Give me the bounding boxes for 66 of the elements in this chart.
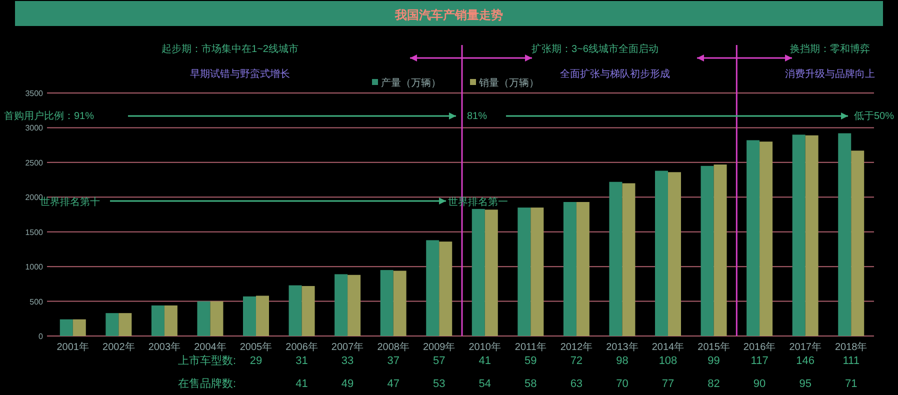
x-tick-label: 2011年 — [514, 341, 546, 353]
x-tick-label: 2017年 — [789, 341, 822, 353]
x-tick-label: 2006年 — [286, 341, 318, 353]
x-tick-label: 2014年 — [652, 341, 684, 353]
text: 早期试错与野蛮式增长 — [190, 68, 290, 80]
text: 29 — [250, 355, 262, 367]
x-tick-label: 2010年 — [468, 341, 502, 353]
text: 上市车型数: — [178, 354, 236, 367]
x-tick-label: 2012年 — [560, 341, 593, 353]
text: 82 — [708, 378, 720, 390]
x-tick-label: 2015年 — [698, 341, 730, 353]
text: 63 — [570, 378, 583, 390]
text: 在售品牌数: — [178, 378, 236, 390]
x-tick-label: 2013年 — [606, 341, 638, 353]
text: 77 — [662, 378, 674, 390]
text: 108 — [658, 355, 678, 367]
text: 37 — [387, 355, 400, 367]
text: 71 — [844, 378, 858, 390]
text: 扩张期：3~6线城市全面启动 — [532, 43, 658, 55]
text: 70 — [616, 378, 628, 390]
text: 换挡期：零和博弈 — [790, 43, 870, 55]
text: 全面扩张与梯队初步形成 — [560, 68, 670, 80]
text: 59 — [524, 355, 537, 367]
y-tick-label: 2500 — [25, 158, 44, 168]
text: 41 — [478, 355, 492, 367]
text: 47 — [387, 378, 400, 390]
text: 146 — [796, 355, 815, 367]
x-tick-label: 2001年 — [56, 341, 90, 353]
text: 消费升级与品牌向上 — [785, 68, 875, 80]
text: 53 — [432, 378, 446, 390]
x-tick-label: 2016年 — [743, 341, 776, 353]
text: 58 — [524, 378, 537, 390]
x-tick-label: 2005年 — [240, 341, 272, 353]
text: 90 — [753, 378, 766, 390]
x-tick-label: 2004年 — [194, 341, 226, 353]
text: 49 — [341, 378, 354, 390]
x-tick-label: 2009年 — [422, 341, 456, 353]
text: 33 — [341, 355, 354, 367]
text: 99 — [708, 355, 720, 367]
y-tick-label: 3500 — [25, 89, 44, 98]
x-tick-label: 2008年 — [377, 341, 410, 353]
x-tick-label: 2002年 — [102, 341, 135, 353]
y-tick-label: 1000 — [25, 262, 44, 272]
legend-label: 销量（万辆） — [478, 77, 539, 89]
annotation: 81% — [467, 111, 488, 122]
text: 95 — [799, 378, 812, 390]
text: 57 — [432, 355, 446, 367]
x-tick-label: 2007年 — [331, 341, 364, 353]
y-tick-label: 3000 — [25, 124, 44, 133]
text: 72 — [570, 355, 583, 367]
text: 117 — [750, 355, 768, 367]
text: 41 — [296, 378, 308, 390]
annotation: 首购用户比例：91% — [4, 110, 94, 122]
text: 起步期：市场集中在1~2线城市 — [162, 43, 298, 55]
text: 31 — [296, 355, 308, 367]
text: 98 — [616, 355, 628, 367]
y-tick-label: 0 — [38, 332, 44, 341]
legend-label: 产量（万辆） — [381, 77, 441, 89]
x-tick-label: 2018年 — [834, 341, 868, 353]
x-tick-label: 2003年 — [148, 341, 181, 353]
chart-title: 我国汽车产销量走势 — [394, 8, 503, 22]
y-tick-label: 1500 — [25, 228, 44, 237]
text: 54 — [478, 378, 492, 390]
y-tick-label: 500 — [30, 297, 44, 306]
text: 111 — [842, 355, 860, 367]
annotation: 低于50% — [854, 111, 894, 122]
